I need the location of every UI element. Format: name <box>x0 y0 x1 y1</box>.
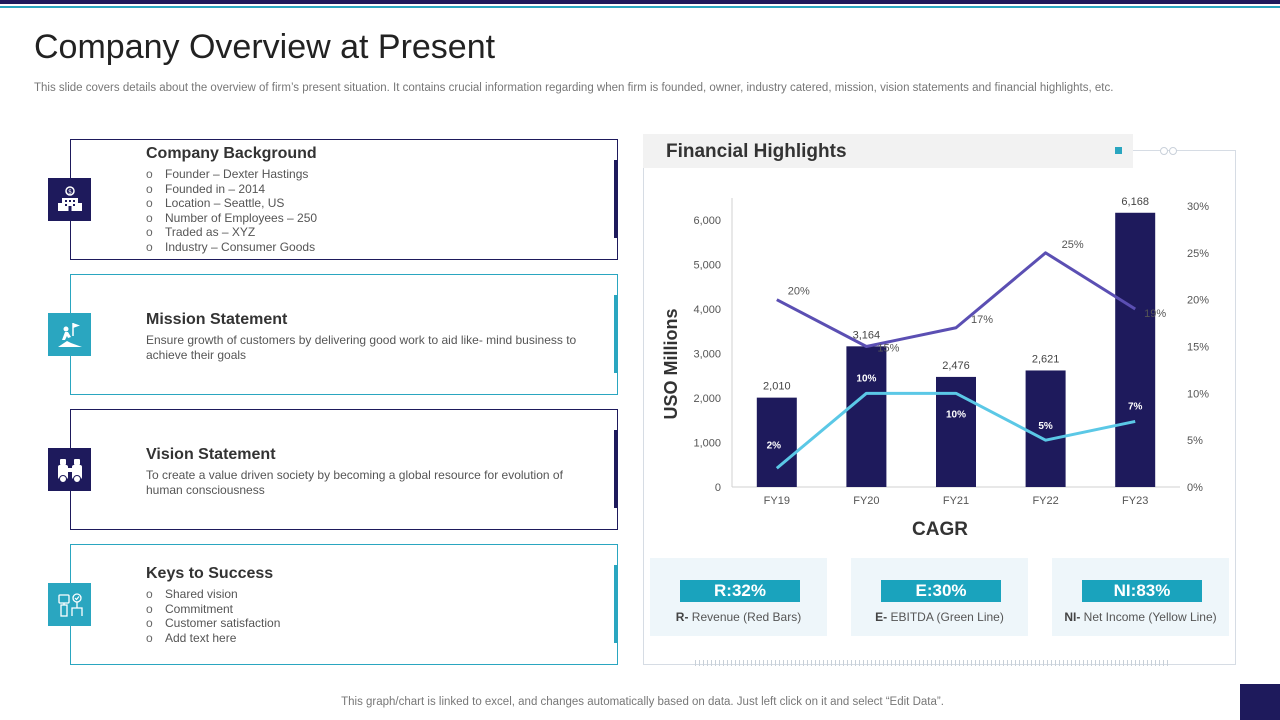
kpi-net-income: NI:83% NI- Net Income (Yellow Line) <box>1052 558 1229 636</box>
y-tick-label: 4,000 <box>693 304 721 316</box>
x-tick-label: FY20 <box>853 495 879 507</box>
top-accent-bar <box>0 0 1280 4</box>
bar-value-label: 2,010 <box>763 381 791 393</box>
decorative-hatch <box>695 660 1170 666</box>
company-background-card: Company Background Founder – Dexter Hast… <box>70 139 618 260</box>
bar <box>1115 212 1156 487</box>
card-accent-bar <box>614 295 618 373</box>
bar-value-label: 2,621 <box>1032 353 1060 365</box>
keys-to-success-card: Keys to Success Shared vision Commitment… <box>70 544 618 665</box>
line-point-label: 15% <box>877 343 899 355</box>
line-point-label: 19% <box>1144 308 1166 320</box>
x-tick-label: FY21 <box>943 495 969 507</box>
line-point-label: 7% <box>1128 401 1143 412</box>
keys-to-success-title: Keys to Success <box>146 565 274 582</box>
y2-tick-label: 0% <box>1187 482 1203 494</box>
list-item: Number of Employees – 250 <box>146 211 317 226</box>
header-circle-icon <box>1169 147 1177 155</box>
bar-value-label: 2,476 <box>942 360 970 372</box>
y2-tick-label: 30% <box>1187 201 1209 213</box>
x-tick-label: FY22 <box>1032 495 1058 507</box>
line-point-label: 17% <box>971 314 993 326</box>
kpi-revenue: R:32% R- Revenue (Red Bars) <box>650 558 827 636</box>
mission-statement-title: Mission Statement <box>146 311 288 328</box>
line-point-label: 5% <box>1038 421 1053 432</box>
line-point-label: 25% <box>1062 239 1084 251</box>
header-square-icon <box>1115 147 1122 154</box>
mission-statement-text: Ensure growth of customers by delivering… <box>146 333 577 362</box>
card-accent-bar <box>614 565 618 643</box>
kpi-description: E- EBITDA (Green Line) <box>875 610 1004 624</box>
y2-tick-label: 15% <box>1187 342 1209 354</box>
financial-highlights-title: Financial Highlights <box>666 141 847 162</box>
y-axis-title: USO Millions <box>661 308 681 419</box>
list-item: Location – Seattle, US <box>146 196 317 211</box>
svg-text:$: $ <box>68 188 72 195</box>
list-item: Industry – Consumer Goods <box>146 240 317 255</box>
binoculars-icon <box>48 448 91 491</box>
kpi-badge: R:32% <box>680 580 800 602</box>
kpi-badge: NI:83% <box>1082 580 1202 602</box>
x-axis-title: CAGR <box>912 519 968 540</box>
bar-value-label: 6,168 <box>1121 196 1149 208</box>
y2-tick-label: 5% <box>1187 435 1203 447</box>
line-point-label: 10% <box>856 373 876 384</box>
line-point-label: 10% <box>946 409 966 420</box>
y-tick-label: 0 <box>715 482 721 494</box>
bar <box>1025 370 1066 487</box>
keys-to-success-list: Shared vision Commitment Customer satisf… <box>146 587 280 645</box>
y-tick-label: 1,000 <box>693 438 721 450</box>
bar <box>936 376 976 487</box>
purple-series-line <box>776 251 1136 348</box>
bar <box>756 397 797 487</box>
financial-chart[interactable]: 0 1,000 2,000 3,000 4,000 5,000 6,000 0% 5% 10% 15… <box>650 190 1220 550</box>
footer-note: This graph/chart is linked to excel, and… <box>341 696 944 708</box>
x-tick-label: FY19 <box>764 495 790 507</box>
header-circle-icon <box>1160 147 1168 155</box>
y2-tick-label: 20% <box>1187 295 1209 307</box>
page-title: Company Overview at Present <box>34 28 496 66</box>
line-point-label: 2% <box>767 440 782 451</box>
vision-statement-card: Vision Statement To create a value drive… <box>70 409 618 530</box>
list-item: Shared vision <box>146 587 280 602</box>
list-item: Customer satisfaction <box>146 616 280 631</box>
vision-statement-text: To create a value driven society by beco… <box>146 468 563 497</box>
y-tick-label: 6,000 <box>693 215 721 227</box>
kpi-description: R- Revenue (Red Bars) <box>675 610 802 624</box>
list-item: Founded in – 2014 <box>146 182 317 197</box>
company-background-title: Company Background <box>146 145 317 162</box>
kpi-ebitda: E:30% E- EBITDA (Green Line) <box>851 558 1028 636</box>
financial-highlights-header <box>643 134 1133 168</box>
y2-tick-label: 10% <box>1187 388 1209 400</box>
corner-block <box>1240 684 1280 720</box>
bar <box>846 346 887 487</box>
kpi-description: NI- Net Income (Yellow Line) <box>1064 610 1217 624</box>
cyan-series-line <box>775 391 1136 470</box>
bar-value-label: 3,164 <box>853 329 881 341</box>
climber-flag-icon <box>48 313 91 356</box>
top-accent-line <box>0 6 1280 8</box>
page-subtitle: This slide covers details about the over… <box>34 82 1114 94</box>
y-tick-label: 5,000 <box>693 260 721 272</box>
line-point-label: 20% <box>788 286 810 298</box>
success-icon <box>48 583 91 626</box>
list-item: Add text here <box>146 631 280 646</box>
list-item: Traded as – XYZ <box>146 225 317 240</box>
list-item: Commitment <box>146 602 280 617</box>
x-tick-label: FY23 <box>1122 495 1148 507</box>
list-item: Founder – Dexter Hastings <box>146 167 317 182</box>
card-accent-bar <box>614 430 618 508</box>
company-background-list: Founder – Dexter Hastings Founded in – 2… <box>146 167 317 254</box>
building-icon: $ <box>48 178 91 221</box>
kpi-badge: E:30% <box>881 580 1001 602</box>
y-tick-label: 2,000 <box>693 393 721 405</box>
mission-statement-card: Mission Statement Ensure growth of custo… <box>70 274 618 395</box>
y-tick-label: 3,000 <box>693 349 721 361</box>
card-accent-bar <box>614 160 618 238</box>
y2-tick-label: 25% <box>1187 248 1209 260</box>
vision-statement-title: Vision Statement <box>146 446 276 463</box>
